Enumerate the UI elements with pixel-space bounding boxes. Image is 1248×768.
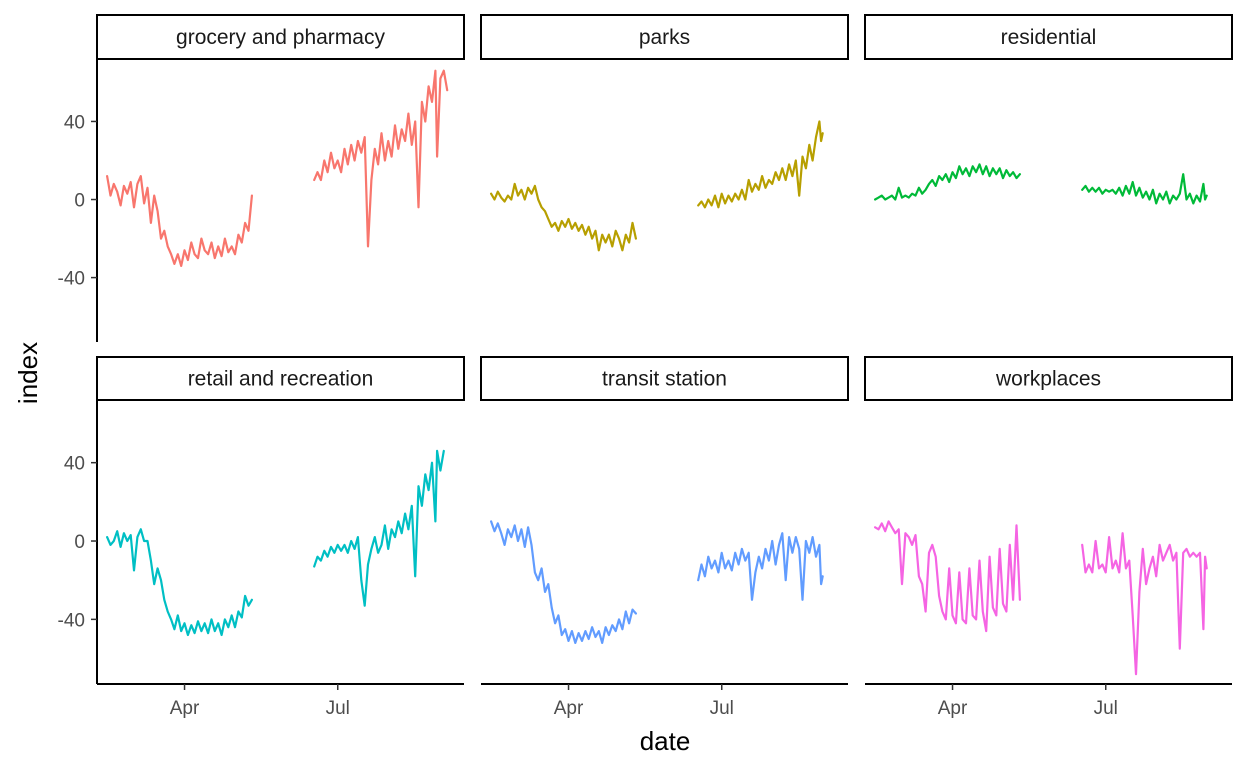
y-axis-title: index bbox=[13, 342, 43, 404]
facet-strip bbox=[96, 356, 465, 401]
series-line-transit-station-segment-1 bbox=[490, 520, 638, 645]
x-tick-label: Jul bbox=[326, 698, 350, 719]
x-axis-title: date bbox=[640, 726, 691, 756]
facet-strip-label: retail and recreation bbox=[188, 368, 374, 391]
facet-strip bbox=[864, 356, 1233, 401]
series-line-retail-and-recreation-segment-2 bbox=[313, 449, 445, 607]
series-line-residential-segment-2 bbox=[1081, 173, 1208, 205]
facet-strip bbox=[96, 14, 465, 60]
facet-panel-transit-station: transit station Apr Jul bbox=[480, 356, 849, 719]
y-tick-label: -40 bbox=[58, 610, 85, 631]
facet-strip-label: transit station bbox=[602, 368, 727, 391]
facet-strip-label: parks bbox=[639, 26, 690, 49]
x-tick-label: Apr bbox=[170, 698, 200, 719]
facet-panels: grocery and pharmacy 40 0 -40 parks residenti… bbox=[58, 14, 1233, 719]
facet-panel-workplaces: workplaces Apr Jul bbox=[864, 356, 1233, 719]
facet-panel-residential: residential bbox=[864, 14, 1233, 205]
series-line-grocery-and-pharmacy-segment-1 bbox=[105, 175, 253, 267]
facet-strip-label: grocery and pharmacy bbox=[176, 26, 385, 49]
facet-panel-retail-and-recreation: retail and recreation 40 0 -40 Apr Jul bbox=[58, 356, 465, 719]
y-tick-label: 40 bbox=[64, 112, 85, 133]
facet-strip bbox=[480, 14, 849, 60]
series-line-parks-segment-1 bbox=[490, 182, 638, 252]
facet-strip-label: workplaces bbox=[995, 368, 1101, 391]
x-tick-label: Apr bbox=[554, 698, 584, 719]
series-line-retail-and-recreation-segment-1 bbox=[105, 528, 253, 637]
x-tick-label: Jul bbox=[1094, 698, 1118, 719]
y-tick-label: 0 bbox=[74, 191, 85, 212]
facet-strip-label: residential bbox=[1001, 26, 1097, 49]
y-tick-label: -40 bbox=[58, 269, 85, 290]
series-line-residential-segment-1 bbox=[873, 163, 1022, 201]
facet-panel-grocery-and-pharmacy: grocery and pharmacy 40 0 -40 bbox=[58, 14, 465, 342]
facet-strip bbox=[864, 14, 1233, 60]
series-line-parks-segment-2 bbox=[697, 120, 824, 209]
series-line-workplaces-segment-2 bbox=[1081, 532, 1208, 676]
y-tick-label: 40 bbox=[64, 454, 85, 475]
x-tick-label: Apr bbox=[938, 698, 968, 719]
facet-panel-parks: parks bbox=[480, 14, 849, 252]
series-line-workplaces-segment-1 bbox=[873, 520, 1022, 633]
y-tick-label: 0 bbox=[74, 532, 85, 553]
series-line-transit-station-segment-2 bbox=[697, 532, 824, 601]
series-line-grocery-and-pharmacy-segment-2 bbox=[313, 69, 449, 248]
x-tick-label: Jul bbox=[710, 698, 734, 719]
facet-strip bbox=[480, 356, 849, 401]
